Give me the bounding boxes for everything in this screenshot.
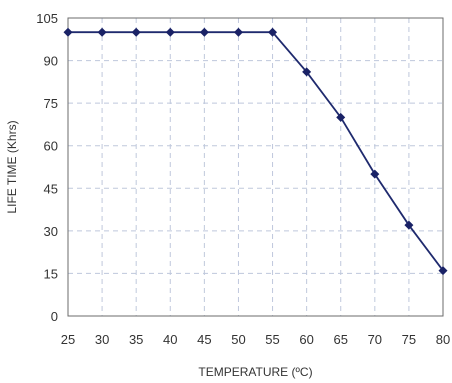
x-tick-label-10: 75	[402, 332, 416, 347]
y-tick-label-5: 75	[44, 96, 58, 111]
x-tick-label-7: 60	[299, 332, 313, 347]
x-tick-label-5: 50	[231, 332, 245, 347]
x-tick-label-8: 65	[333, 332, 347, 347]
data-point-8	[336, 112, 346, 122]
data-point-0	[63, 27, 73, 37]
data-point-5	[233, 27, 243, 37]
x-axis-ticks: 25 30 35 40 45 50 55 60 65 70 75 80	[61, 332, 450, 347]
y-tick-label-6: 90	[44, 54, 58, 69]
x-tick-label-11: 80	[436, 332, 450, 347]
x-tick-label-3: 40	[163, 332, 177, 347]
data-point-11	[438, 266, 448, 276]
x-tick-label-0: 25	[61, 332, 75, 347]
x-tick-label-4: 45	[197, 332, 211, 347]
grid-lines	[68, 18, 443, 316]
data-point-2	[131, 27, 141, 37]
data-point-10	[404, 220, 414, 230]
y-tick-label-2: 30	[44, 224, 58, 239]
y-tick-label-4: 60	[44, 139, 58, 154]
x-tick-label-6: 55	[265, 332, 279, 347]
data-point-1	[97, 27, 107, 37]
data-point-9	[370, 169, 380, 179]
x-tick-label-1: 30	[95, 332, 109, 347]
data-point-6	[268, 27, 278, 37]
y-tick-label-0: 0	[51, 309, 58, 324]
series-group	[63, 27, 448, 276]
x-tick-label-2: 35	[129, 332, 143, 347]
x-axis-title: TEMPERATURE (ºC)	[198, 365, 312, 379]
y-tick-label-7: 105	[36, 11, 58, 26]
y-tick-label-1: 15	[44, 266, 58, 281]
y-axis-title: LIFE TIME (Khrs)	[5, 120, 19, 213]
data-point-4	[199, 27, 209, 37]
data-point-7	[302, 67, 312, 77]
y-axis-ticks: 0 15 30 45 60 75 90 105	[36, 11, 58, 324]
data-point-3	[165, 27, 175, 37]
x-tick-label-9: 70	[368, 332, 382, 347]
plot-frame	[67, 17, 444, 317]
y-tick-label-3: 45	[44, 181, 58, 196]
series-line-0	[68, 31, 444, 272]
